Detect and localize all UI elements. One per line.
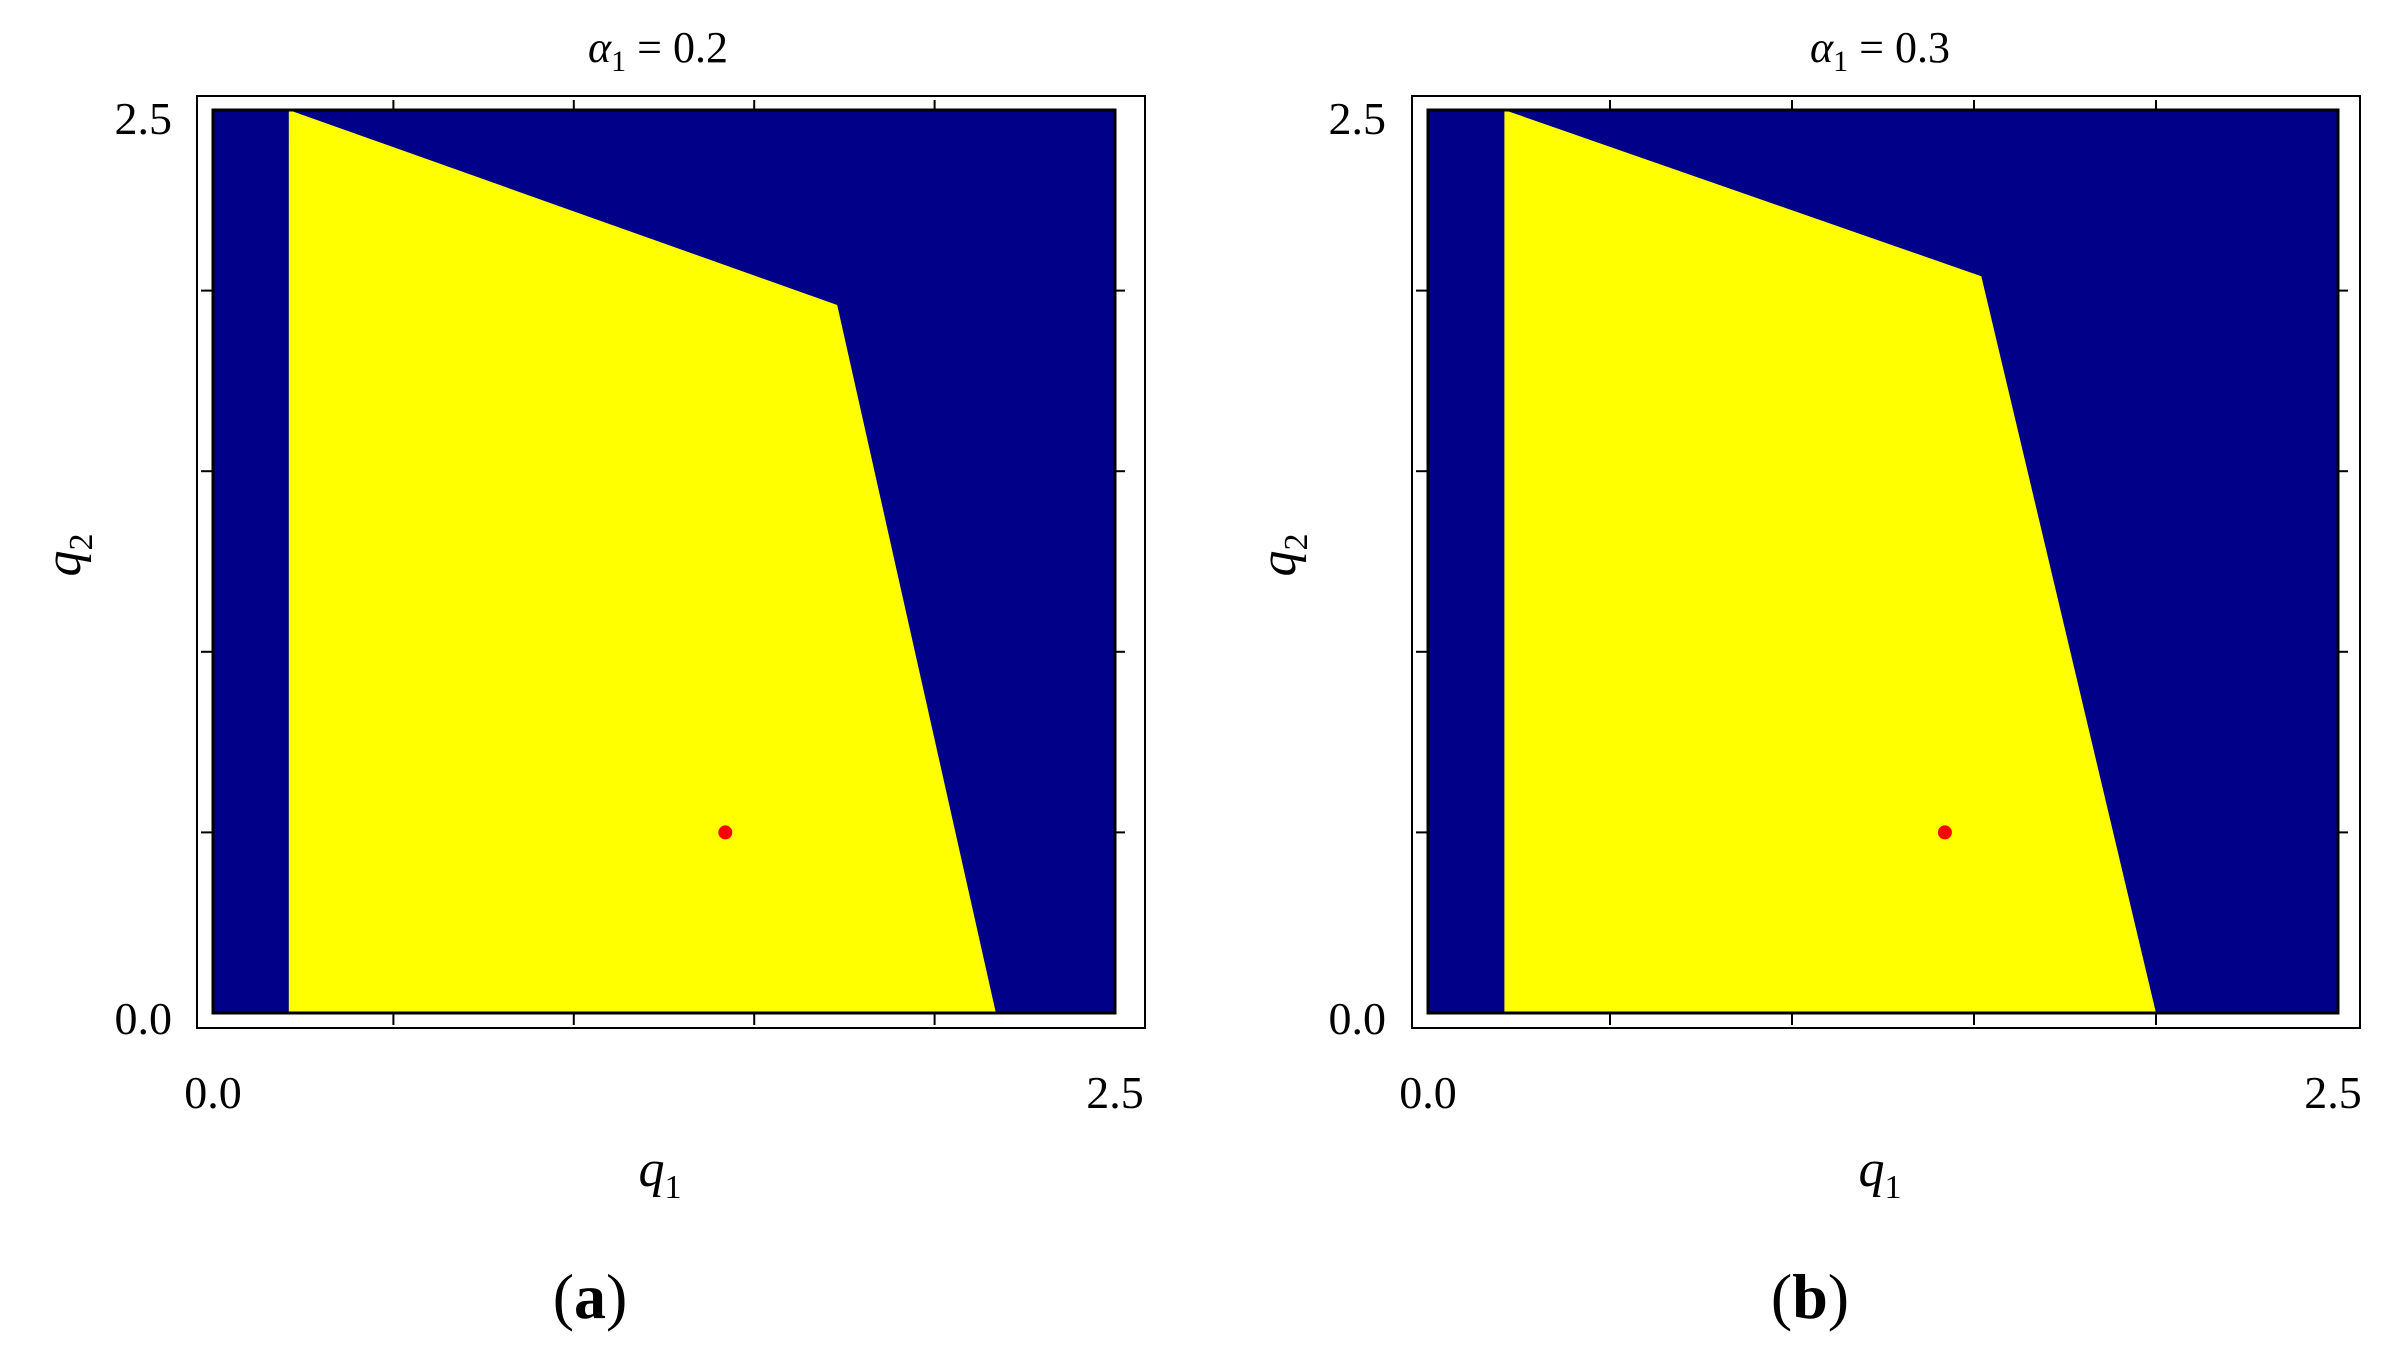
panel-b-x-axis-symbol: q bbox=[1859, 1141, 1885, 1198]
panel-b-y-tick-label-bottom: 0.0 bbox=[1329, 993, 1387, 1044]
panel-b-x-axis-subscript: 1 bbox=[1885, 1169, 1902, 1206]
panel-b-label: (b) bbox=[1771, 1261, 1849, 1332]
panel-a-label-letter: a bbox=[574, 1261, 606, 1332]
panel-a-equilibrium-point bbox=[718, 825, 733, 840]
panel-b-title-symbol: α bbox=[1810, 23, 1834, 72]
panel-b-y-axis-subscript: 2 bbox=[1278, 534, 1315, 551]
panel-a-label-open: ( bbox=[553, 1261, 574, 1332]
panel-a-title: α1 = 0.2 bbox=[588, 23, 728, 78]
panel-a-x-axis-symbol: q bbox=[639, 1141, 665, 1198]
panel-a-x-axis-subscript: 1 bbox=[665, 1169, 682, 1206]
panel-a-x-axis-label: q1 bbox=[639, 1141, 682, 1206]
panel-a-stable-region bbox=[288, 110, 996, 1013]
panel-a-frame bbox=[211, 108, 1117, 1015]
panel-a-ticks bbox=[201, 100, 1125, 1025]
panel-b-y-axis-label: q2 bbox=[1250, 534, 1315, 577]
panel-a-y-tick-label-top: 2.5 bbox=[115, 93, 173, 144]
panel-b-label-letter: b bbox=[1792, 1261, 1828, 1332]
panel-a-y-tick-label-bottom: 0.0 bbox=[115, 993, 173, 1044]
panel-a-title-rest: = 0.2 bbox=[626, 23, 728, 72]
panel-a-title-subscript: 1 bbox=[611, 45, 626, 78]
panel-b-label-open: ( bbox=[1771, 1261, 1792, 1332]
panel-b-title: α1 = 0.3 bbox=[1810, 23, 1950, 78]
panel-b-x-tick-label-left: 0.0 bbox=[1399, 1067, 1457, 1118]
panel-b-title-rest: = 0.3 bbox=[1848, 23, 1950, 72]
panel-b-y-axis-symbol: q bbox=[1250, 551, 1307, 577]
panel-b-x-tick-label-right: 2.5 bbox=[2304, 1067, 2362, 1118]
panel-b-x-axis-label: q1 bbox=[1859, 1141, 1902, 1206]
panel-b-stable-region bbox=[1504, 110, 2156, 1013]
panel-b-equilibrium-point bbox=[1937, 825, 1952, 840]
panel-b-ticks bbox=[1416, 100, 2348, 1025]
panel-b-y-tick-label-top: 2.5 bbox=[1329, 93, 1387, 144]
panel-b-label-close: ) bbox=[1828, 1261, 1849, 1332]
panel-a-label: (a) bbox=[553, 1261, 628, 1332]
panel-a-x-tick-label-left: 0.0 bbox=[184, 1067, 242, 1118]
panel-a-y-axis-symbol: q bbox=[35, 551, 92, 577]
panel-a: α1 = 0.2 2.5 0.0 0.0 2.5 q1 q2 (a) bbox=[35, 23, 1146, 1332]
panel-b-frame bbox=[1426, 108, 2340, 1015]
panel-a-y-axis-label: q2 bbox=[35, 534, 100, 577]
panel-a-x-tick-label-right: 2.5 bbox=[1086, 1067, 1144, 1118]
panel-a-y-axis-subscript: 2 bbox=[63, 534, 100, 551]
panel-b-title-subscript: 1 bbox=[1833, 45, 1848, 78]
panel-a-title-symbol: α bbox=[588, 23, 612, 72]
panel-a-label-close: ) bbox=[606, 1261, 627, 1332]
panel-b: α1 = 0.3 2.5 0.0 0.0 2.5 q1 q2 (b) bbox=[1250, 23, 2362, 1332]
